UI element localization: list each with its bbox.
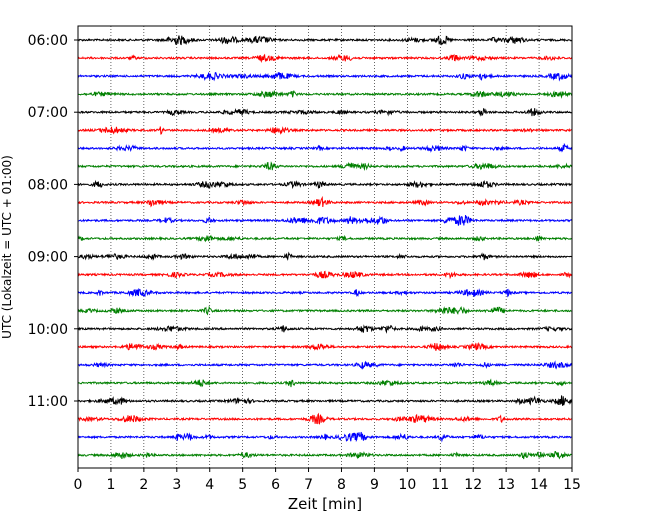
y-tick-label: 06:00 <box>28 33 68 49</box>
seismic-trace <box>77 195 573 208</box>
seismic-trace <box>77 270 573 280</box>
seismic-trace <box>77 179 573 190</box>
y-tick-label: 11:00 <box>28 394 68 410</box>
plot-background <box>78 26 572 468</box>
seismic-trace <box>77 107 573 117</box>
seismic-trace <box>77 450 573 460</box>
x-tick-label: 10 <box>398 477 416 493</box>
seismic-trace <box>77 35 573 46</box>
seismic-trace <box>77 161 573 172</box>
seismic-trace <box>77 378 573 388</box>
y-tick-label: 08:00 <box>28 177 68 193</box>
x-tick-label: 1 <box>106 477 115 493</box>
x-tick-label: 2 <box>139 477 148 493</box>
x-tick-label: 13 <box>497 477 515 493</box>
x-axis-label: Zeit [min] <box>288 495 362 513</box>
seismic-trace <box>77 126 573 135</box>
seismic-trace <box>77 341 573 352</box>
seismic-trace <box>77 251 573 261</box>
x-tick-label: 9 <box>370 477 379 493</box>
y-tick-label: 09:00 <box>28 250 68 266</box>
x-tick-label: 4 <box>205 477 214 493</box>
x-tick-label: 0 <box>74 477 83 493</box>
x-tick-label: 3 <box>172 477 181 493</box>
x-tick-label: 5 <box>238 477 247 493</box>
seismic-trace <box>77 71 573 82</box>
y-tick-label: 07:00 <box>28 105 68 121</box>
seismic-trace <box>77 287 573 298</box>
seismic-trace <box>77 234 573 243</box>
seismic-trace <box>77 431 573 443</box>
plot-frame <box>77 25 573 469</box>
y-axis-label: UTC (Lokalzeit = UTC + 01:00) <box>0 155 14 339</box>
x-tick-label: 8 <box>337 477 346 493</box>
seismic-trace <box>77 89 573 99</box>
y-tick-label: 10:00 <box>28 322 68 338</box>
seismic-trace <box>77 215 573 226</box>
x-tick-label: 6 <box>271 477 280 493</box>
x-tick-label: 14 <box>530 477 548 493</box>
x-tick-label: 15 <box>563 477 581 493</box>
seismic-trace <box>77 305 573 316</box>
seismic-trace <box>77 412 573 425</box>
x-tick-label: 11 <box>431 477 449 493</box>
x-tick-label: 12 <box>464 477 482 493</box>
x-tick-label: 7 <box>304 477 313 493</box>
trace-group <box>77 35 573 460</box>
seismic-trace <box>77 324 573 334</box>
x-axis: 0 1 2 3 4 5 6 7 8 9 10 11 12 13 14 15 <box>74 468 581 493</box>
seismic-trace <box>77 53 573 64</box>
y-axis: 06:00 07:00 08:00 09:00 10:00 11:00 <box>28 33 78 410</box>
seismic-trace <box>77 360 573 370</box>
seismic-trace <box>77 395 573 406</box>
seismic-trace <box>77 142 573 153</box>
